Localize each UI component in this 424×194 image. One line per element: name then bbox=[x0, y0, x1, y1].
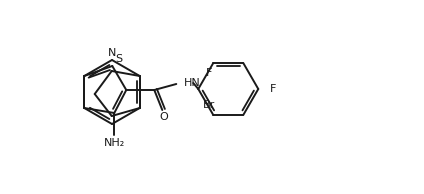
Text: Br: Br bbox=[203, 100, 215, 110]
Text: N: N bbox=[108, 48, 116, 58]
Text: O: O bbox=[159, 112, 167, 122]
Text: NH₂: NH₂ bbox=[103, 138, 125, 148]
Text: HN: HN bbox=[184, 78, 201, 88]
Text: S: S bbox=[116, 54, 123, 64]
Text: F: F bbox=[206, 68, 212, 78]
Text: F: F bbox=[270, 84, 277, 94]
